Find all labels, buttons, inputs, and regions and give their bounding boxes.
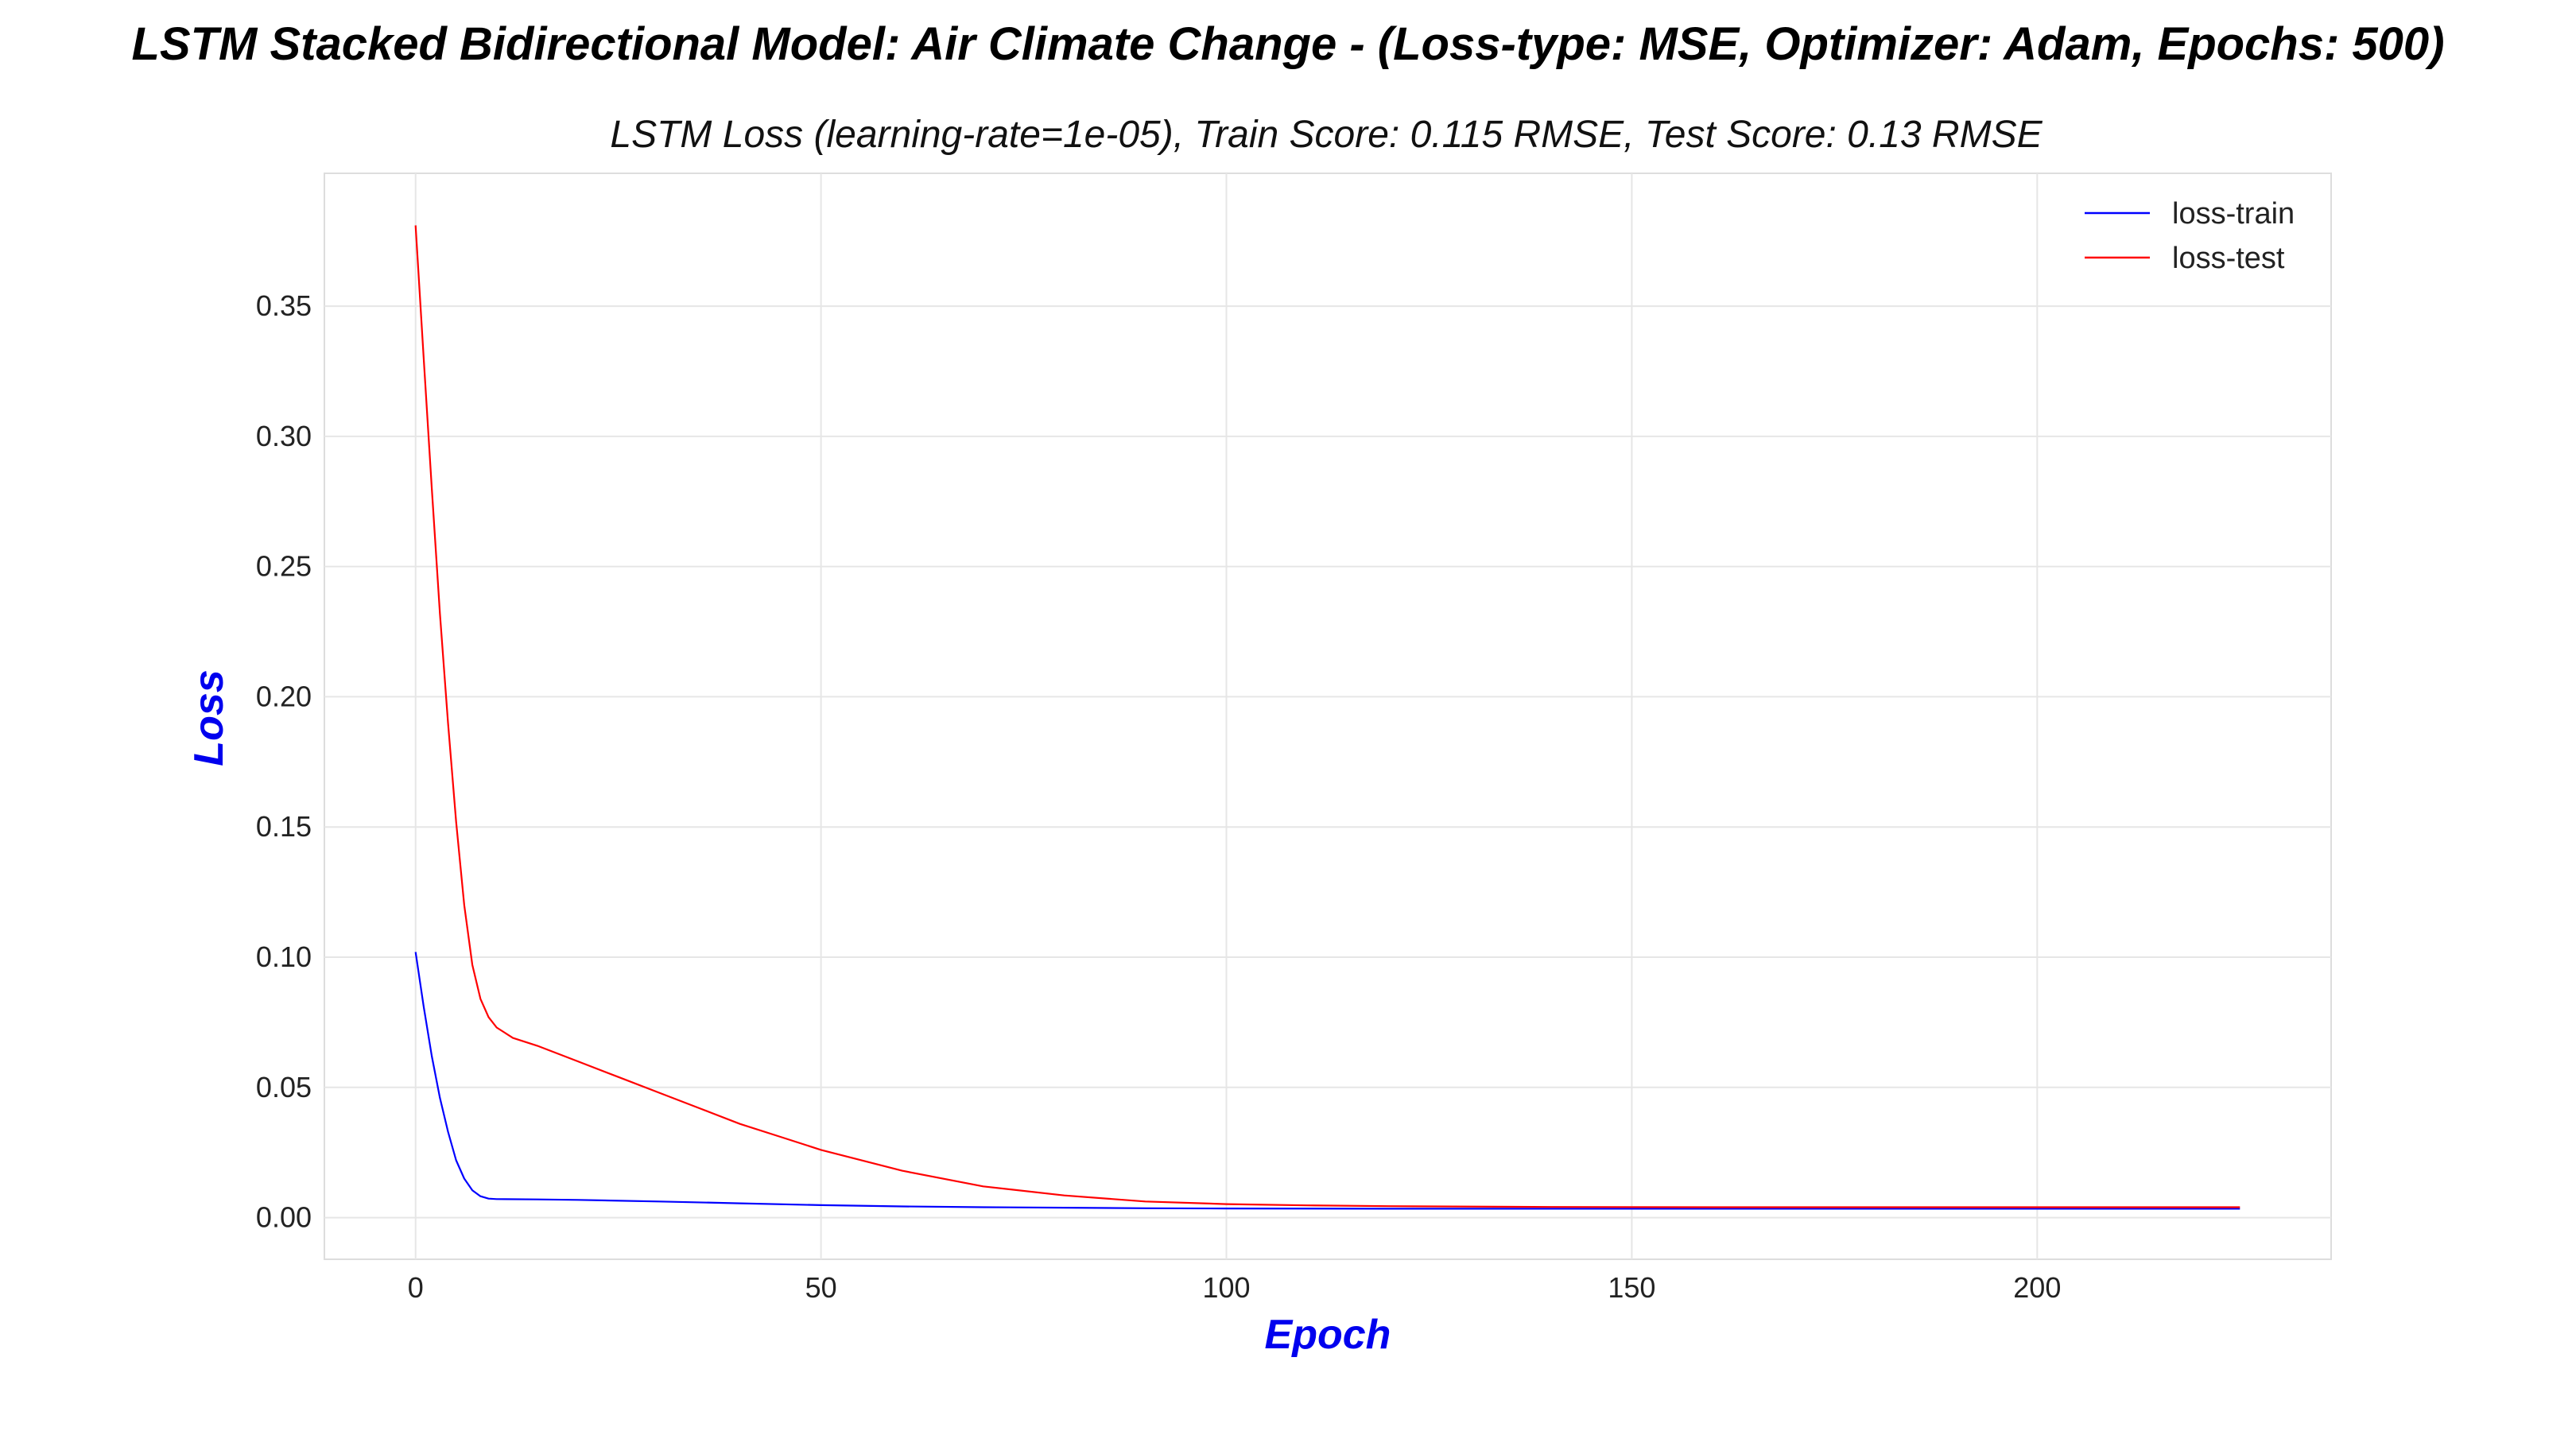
y-tick-label: 0.10 — [256, 940, 312, 973]
x-axis-ticks: 0 50 100 150 200 — [408, 1271, 2062, 1304]
series-line-loss-train — [414, 952, 2240, 1210]
y-tick-label: 0.25 — [256, 550, 312, 583]
y-tick-label: 0.15 — [256, 810, 312, 843]
x-tick-label: 200 — [2013, 1271, 2061, 1304]
legend-label: loss-train — [2172, 197, 2295, 231]
y-tick-label: 0.00 — [256, 1201, 312, 1234]
plot-area — [324, 173, 2332, 1260]
grid-lines — [324, 173, 2331, 1259]
legend-label: loss-test — [2172, 242, 2285, 275]
x-tick-label: 50 — [805, 1271, 837, 1304]
y-tick-label: 0.20 — [256, 680, 312, 712]
figure-title: LSTM Stacked Bidirectional Model: Air Cl… — [131, 18, 2445, 70]
legend: loss-train loss-test — [2085, 197, 2295, 275]
x-tick-label: 100 — [1202, 1271, 1250, 1304]
chart-subtitle: LSTM Loss (learning-rate=1e-05), Train S… — [610, 114, 2043, 156]
x-axis-label: Epoch — [1265, 1312, 1391, 1358]
x-tick-label: 0 — [408, 1271, 424, 1304]
series-lines — [414, 225, 2240, 1210]
y-axis-ticks: 0.00 0.05 0.10 0.15 0.20 0.25 0.30 0.35 — [256, 289, 312, 1234]
series-line-loss-test — [414, 225, 2240, 1208]
y-tick-label: 0.30 — [256, 420, 312, 452]
x-tick-label: 150 — [1608, 1271, 1655, 1304]
y-tick-label: 0.05 — [256, 1071, 312, 1103]
y-axis-label: Loss — [186, 669, 232, 766]
y-tick-label: 0.35 — [256, 289, 312, 322]
